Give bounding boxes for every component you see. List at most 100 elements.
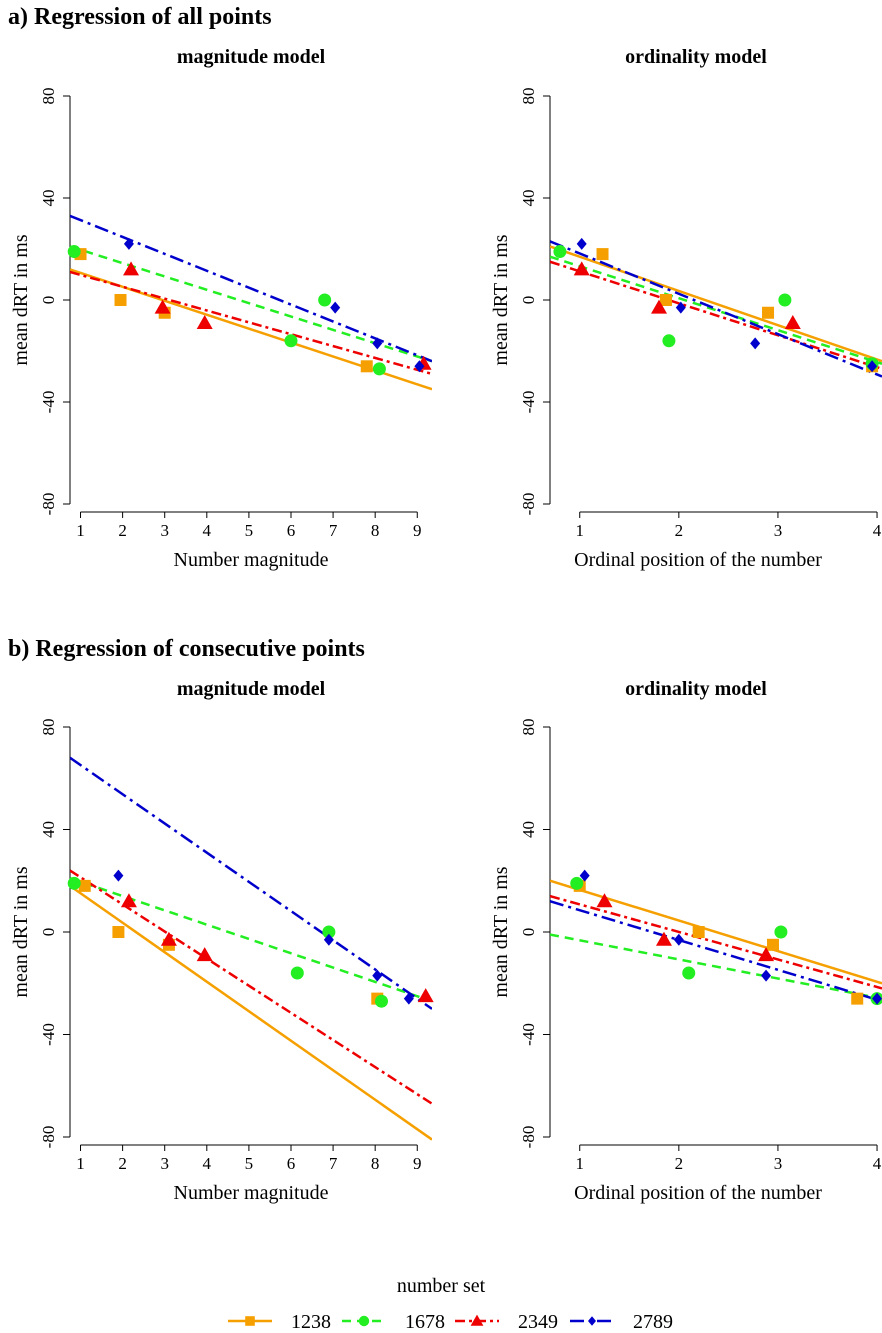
data-point-2349 [196,947,213,962]
regression-line-1678 [550,933,882,1000]
chart-title: magnitude model [177,46,326,68]
y-tick-label: -80 [519,1126,538,1149]
data-point-1678 [67,245,81,259]
y-tick-label: -40 [39,1023,58,1046]
x-axis-label: Ordinal position of the number [574,549,822,571]
legend: number set 1238 1678 2349 2789 [228,1275,673,1333]
y-tick-label: 0 [39,928,58,937]
legend-label-2789: 2789 [633,1311,673,1333]
data-point-1238 [659,294,672,306]
legend-label-1678: 1678 [405,1311,445,1333]
chart-panel-1: magnitude model 80 40 0 -40 -80 mean dRT in ms… [10,46,432,571]
data-point-1678 [570,876,584,890]
y-axis-label: mean dRT in ms [10,866,32,997]
section-a-title: a) Regression of all points [8,4,272,30]
y-tick-label: 80 [39,88,58,105]
x-tick-label: 4 [203,521,212,540]
data-point-1678 [290,966,304,980]
x-tick-label: 7 [329,1154,338,1173]
data-point-2349 [123,261,140,276]
regression-line-1238 [550,879,882,985]
data-point-1238 [766,938,779,951]
y-tick-label: 80 [519,88,538,105]
data-point-1238 [596,248,609,261]
x-tick-label: 8 [371,521,380,540]
regression-line-2789 [70,756,432,1010]
data-point-2789 [872,992,882,1005]
x-tick-label: 2 [118,521,127,540]
y-tick-label: 40 [39,190,58,207]
x-axis-label: Ordinal position of the number [574,1182,822,1204]
x-tick-label: 4 [873,521,882,540]
legend-marker-1678 [358,1315,370,1327]
data-point-2789 [761,969,772,982]
data-point-2789 [576,237,587,250]
x-tick-label: 7 [329,521,338,540]
y-tick-label: 0 [519,928,538,937]
y-axis-label: mean dRT in ms [490,866,512,997]
data-point-1238 [112,926,125,938]
data-point-2789 [750,337,761,350]
x-axis-label: Number magnitude [174,1182,329,1204]
data-point-2789 [675,301,686,314]
x-tick-label: 6 [287,1154,296,1173]
x-tick-label: 3 [160,521,169,540]
data-point-2789 [323,933,334,946]
y-axis-label: mean dRT in ms [10,234,32,365]
data-point-1678 [67,876,81,890]
data-point-2789 [579,869,590,882]
data-point-2349 [196,314,213,329]
x-tick-label: 6 [287,521,296,540]
data-point-2349 [651,299,668,314]
data-point-2349 [417,988,434,1003]
y-tick-label: -80 [519,493,538,516]
y-tick-label: 40 [519,190,538,207]
legend-label-2349: 2349 [518,1311,558,1333]
regression-line-2789 [550,900,882,1003]
regression-line-1678 [70,877,432,1003]
x-tick-label: 4 [873,1154,882,1173]
data-point-2789 [123,237,134,250]
data-point-1238 [851,992,864,1005]
x-tick-label: 1 [575,521,584,540]
x-tick-label: 2 [675,521,684,540]
y-tick-label: 40 [519,821,538,838]
data-point-1238 [78,879,91,892]
x-tick-label: 3 [774,521,783,540]
y-axis-label: mean dRT in ms [490,234,512,365]
x-tick-label: 9 [413,1154,422,1173]
regression-line-2349 [550,894,882,990]
regression-line-2789 [550,240,882,378]
data-point-2349 [154,299,171,314]
chart-panel-4: ordinality model 80 40 0 -40 -80 mean dRT in m… [490,678,882,1204]
regression-line-2349 [550,260,882,371]
y-tick-label: -80 [39,493,58,516]
data-point-1238 [114,294,127,306]
x-tick-label: 5 [245,1154,254,1173]
data-point-2349 [655,931,672,946]
regression-line-1238 [70,884,432,1141]
data-point-1238 [692,926,705,938]
y-tick-label: -40 [519,391,538,414]
data-point-1238 [762,306,775,319]
legend-marker-1238 [245,1316,255,1326]
data-point-2789 [113,869,124,882]
data-point-1678 [778,293,792,307]
data-point-1678 [662,334,676,348]
y-tick-label: 80 [39,719,58,736]
legend-marker-2349 [470,1314,484,1326]
y-tick-label: -40 [519,1023,538,1046]
x-tick-label: 2 [675,1154,684,1173]
data-point-2789 [403,992,414,1005]
x-tick-label: 1 [575,1154,584,1173]
y-tick-label: 0 [39,296,58,305]
x-tick-label: 1 [76,521,85,540]
chart-title: ordinality model [625,46,767,68]
data-point-1678 [553,245,567,259]
y-tick-label: -80 [39,1126,58,1149]
y-tick-label: 0 [519,296,538,305]
data-point-2789 [867,360,878,373]
regression-line-2349 [70,869,432,1105]
x-tick-label: 1 [76,1154,85,1173]
